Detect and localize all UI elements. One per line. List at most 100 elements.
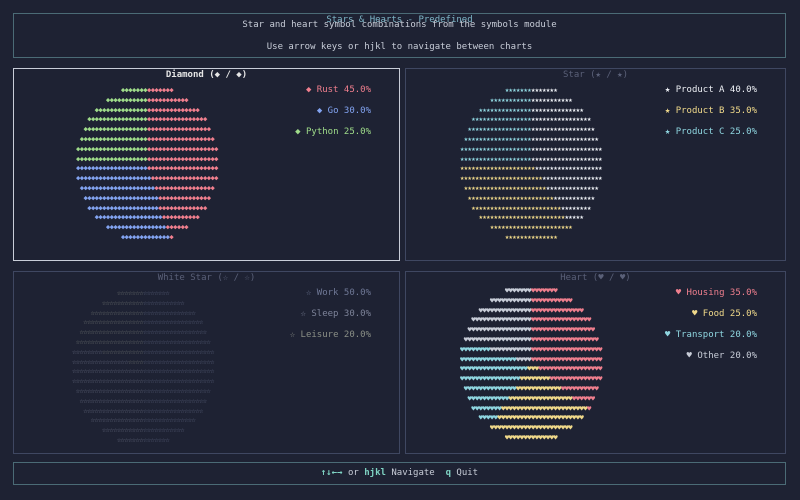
pie-slice-mark: ◆ (154, 94, 159, 104)
pie-slice-mark: ☆ (202, 346, 207, 356)
pie-slice-mark: ★ (579, 153, 584, 163)
pie-slice-mark: ☆ (98, 376, 102, 386)
pie-slice-mark: ♥ (530, 374, 535, 384)
pie-slice-mark: ◆ (117, 202, 121, 212)
chart-panel-white-star[interactable]: White Star (☆ / ☆) ☆☆☆☆☆☆☆☆☆☆☆☆☆☆ ☆☆☆☆☆☆… (13, 271, 400, 454)
pie-slice-mark: ★ (523, 124, 528, 134)
pie-slice-mark: ☆ (90, 356, 95, 366)
pie-slice-mark: ★ (467, 133, 472, 143)
pie-slice-mark: ◆ (120, 153, 125, 163)
pie-slice-mark: ♥ (534, 334, 539, 344)
pie-slice-mark: ☆ (139, 425, 143, 435)
pie-slice-mark: ★ (460, 153, 464, 163)
pie-slice-mark: ♥ (575, 344, 580, 354)
pie-slice-mark: ◆ (102, 153, 106, 163)
quit-key[interactable]: q (445, 468, 451, 478)
pie-slice-mark: ☆ (124, 425, 129, 435)
pie-slice-mark: ♥ (564, 305, 569, 315)
pie-slice-mark: ☆ (165, 288, 170, 297)
pie-slice-mark: ◆ (165, 85, 170, 94)
pie-slice-mark: ★ (501, 143, 505, 153)
pie-slice-mark: ♥ (598, 344, 602, 354)
pie-slice-mark: ☆ (172, 395, 177, 405)
pie-slice-mark: ◆ (120, 143, 125, 153)
pie-slice-mark: ◆ (102, 143, 106, 153)
pie-slice-mark: ☆ (180, 297, 185, 307)
pie-slice-mark: ☆ (131, 346, 136, 356)
pie-slice-mark: ♥ (564, 344, 569, 354)
pie-row: ★★★★★★★★★★★★★★★★★★★★★★★★★★★★★★★★★★★★ (460, 134, 602, 144)
pie-slice-mark: ◆ (202, 202, 207, 212)
pie-slice-mark: ♥ (467, 364, 472, 374)
pie-slice-mark: ★ (489, 143, 494, 153)
pie-slice-mark: ★ (549, 94, 554, 104)
pie-row: ★★★★★★★★★★★★★★ (460, 85, 602, 95)
pie-slice-mark: ♥ (519, 423, 524, 433)
pie-slice-mark: ★ (586, 192, 591, 202)
pie-slice-mark: ☆ (191, 415, 196, 425)
pie-slice-mark: ◆ (154, 133, 159, 143)
pie-slice-mark: ◆ (176, 212, 181, 222)
pie-slice-mark: ★ (538, 85, 543, 94)
pie-slice-mark: ♥ (549, 413, 554, 423)
pie-slice-mark: ♥ (493, 413, 498, 423)
pie-slice-mark: ♥ (516, 334, 520, 344)
footer-bar: ↑↓←→ or hjkl Navigate q Quit (13, 462, 786, 485)
pie-slice-mark: ★ (538, 153, 543, 163)
pie-slice-mark: ☆ (184, 327, 188, 337)
pie-slice-mark: ☆ (150, 385, 155, 395)
pie-slice-mark: ♥ (538, 354, 543, 364)
pie-slice-mark: ♥ (508, 423, 513, 433)
pie-slice-mark: ◆ (195, 202, 200, 212)
pie-slice-mark: ★ (482, 173, 487, 183)
pie-slice-mark: ☆ (202, 366, 207, 376)
pie-slice-mark: ★ (523, 192, 528, 202)
pie-slice-mark: ♥ (478, 383, 483, 393)
chart-panel-heart[interactable]: Heart (♥ / ♥) ♥♥♥♥♥♥♥♥♥♥♥♥♥♥ ♥♥♥♥♥♥♥♥♥♥♥… (405, 271, 786, 454)
pie-slice-mark: ♥ (478, 305, 483, 315)
pie-slice-mark: ☆ (79, 395, 84, 405)
chart-panel-star[interactable]: Star (★ / ★) ★★★★★★★★★★★★★★ ★★★★★★★★★★★★… (405, 68, 786, 261)
pie-slice-mark: ◆ (109, 212, 114, 222)
pie-slice-mark: ♥ (471, 325, 475, 335)
pie-slice-mark: ☆ (139, 356, 143, 366)
pie-slice-mark: ♥ (583, 334, 587, 344)
pie-slice-mark: ◆ (161, 182, 166, 192)
pie-slice-mark: ☆ (169, 346, 173, 356)
pie-slice-mark: ☆ (94, 395, 99, 405)
pie-slice-mark: ♥ (471, 315, 475, 325)
chart-panel-diamond[interactable]: Diamond (◆ / ◆) ◆◆◆◆◆◆◆◆◆◆◆◆◆◆ ◆◆◆◆◆◆◆◆◆… (13, 68, 400, 261)
pie-slice-mark: ★ (553, 222, 558, 232)
pie-slice-mark: ★ (523, 231, 528, 241)
pie-slice-mark: ★ (504, 153, 509, 163)
pie-blank (598, 232, 602, 241)
pie-slice-mark: ☆ (98, 346, 102, 356)
pie-slice-mark: ☆ (146, 405, 151, 415)
pie-slice-mark: ◆ (98, 163, 103, 173)
pie-slice-mark: ★ (586, 173, 591, 183)
pie-slice-mark: ★ (534, 143, 539, 153)
pie-slice-mark: ♥ (501, 383, 505, 393)
pie-slice-mark: ♥ (504, 295, 509, 305)
pie-slice-mark: ☆ (198, 366, 203, 376)
pie-slice-mark: ☆ (172, 415, 177, 425)
pie-slice-mark: ◆ (105, 124, 110, 134)
pie-slice-mark: ★ (516, 212, 520, 222)
pie-slice-mark: ♥ (575, 413, 580, 423)
pie-slice-mark: ◆ (206, 173, 211, 183)
header-hint: Use arrow keys or hjkl to navigate betwe… (266, 42, 533, 52)
pie-slice-mark: ☆ (191, 356, 196, 366)
pie-slice-mark: ♥ (478, 325, 483, 335)
pie-slice-mark: ★ (534, 182, 539, 192)
pie-slice-mark: ♥ (530, 305, 535, 315)
pie-slice-mark: ◆ (161, 114, 166, 124)
pie-slice-mark: ★ (564, 94, 569, 104)
pie-slice-mark: ★ (568, 94, 573, 104)
pie-slice-mark: ★ (527, 85, 531, 94)
pie-slice-mark: ♥ (512, 413, 517, 423)
pie-slice-mark: ★ (542, 153, 546, 163)
pie-slice-mark: ◆ (184, 114, 189, 124)
pie-slice-mark: ◆ (169, 222, 174, 232)
pie-slice-mark: ★ (538, 192, 543, 202)
pie-slice-mark: ◆ (83, 182, 88, 192)
